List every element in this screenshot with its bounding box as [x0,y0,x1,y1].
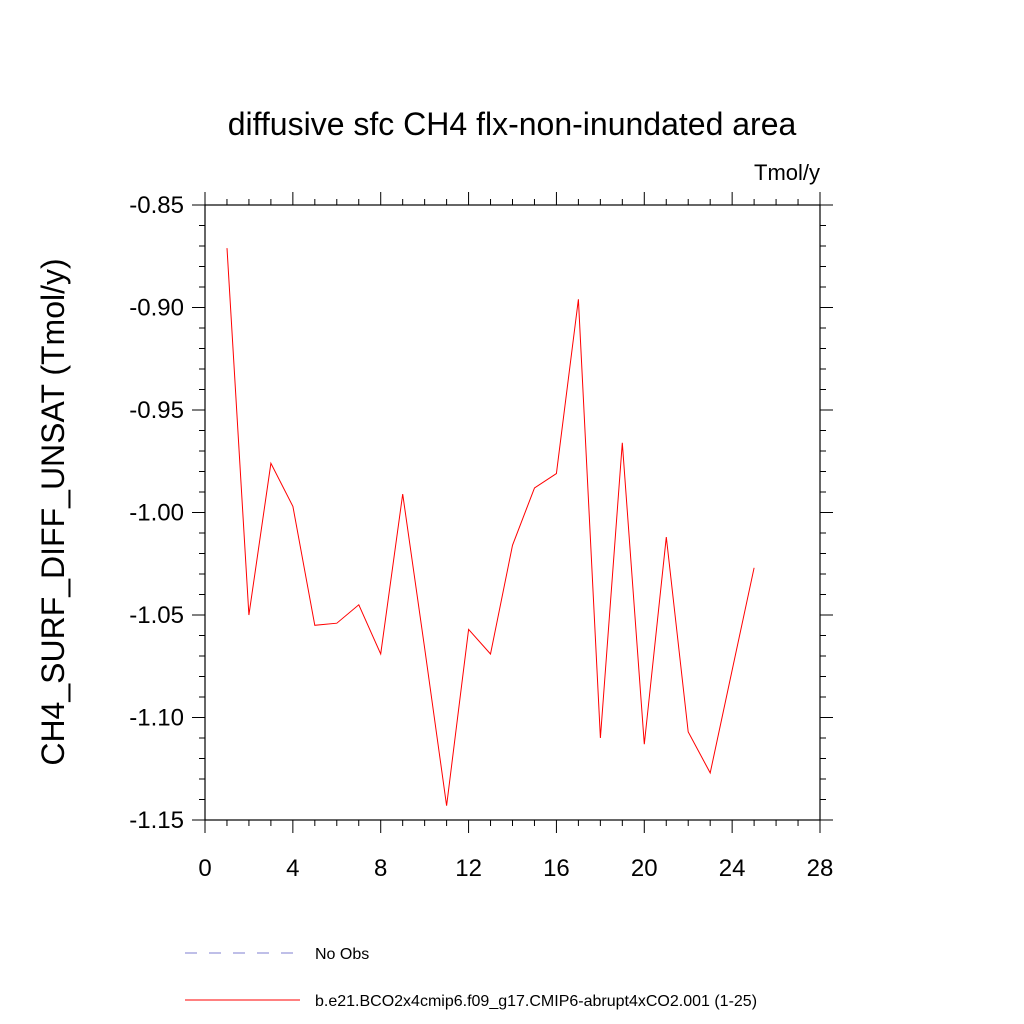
legend-no-obs-label: No Obs [315,946,369,963]
y-tick-label: -1.10 [129,705,184,732]
y-axis-ticks [192,204,833,821]
y-axis-tick-labels: -0.85 -0.90 -0.95 -1.00 -1.05 -1.10 -1.15 [129,192,184,834]
series-line [226,248,755,806]
x-tick-label: 24 [719,855,746,882]
x-tick-label: 4 [286,855,299,882]
x-tick-label: 0 [198,855,211,882]
y-tick-label: -0.90 [129,295,184,322]
legend: No Obs b.e21.BCO2x4cmip6.f09_g17.CMIP6-a… [185,946,757,1010]
units-label: Tmol/y [754,160,820,185]
y-axis-label: CH4_SURF_DIFF_UNSAT (Tmol/y) [35,258,71,765]
x-tick-label: 8 [374,855,387,882]
plot-frame [204,204,821,821]
x-tick-label: 28 [807,855,834,882]
x-tick-label: 12 [455,855,482,882]
x-axis-ticks [204,192,821,833]
series-group [226,248,755,806]
y-tick-label: -0.85 [129,192,184,219]
y-tick-label: -1.15 [129,807,184,834]
x-axis-tick-labels: 0 4 8 12 16 20 24 28 [198,855,833,882]
chart-title: diffusive sfc CH4 flx-non-inundated area [228,106,797,142]
y-tick-label: -1.05 [129,602,184,629]
y-tick-label: -1.00 [129,500,184,527]
legend-series-label: b.e21.BCO2x4cmip6.f09_g17.CMIP6-abrupt4x… [315,993,757,1010]
x-tick-label: 16 [543,855,570,882]
x-tick-label: 20 [631,855,658,882]
y-tick-label: -0.95 [129,397,184,424]
